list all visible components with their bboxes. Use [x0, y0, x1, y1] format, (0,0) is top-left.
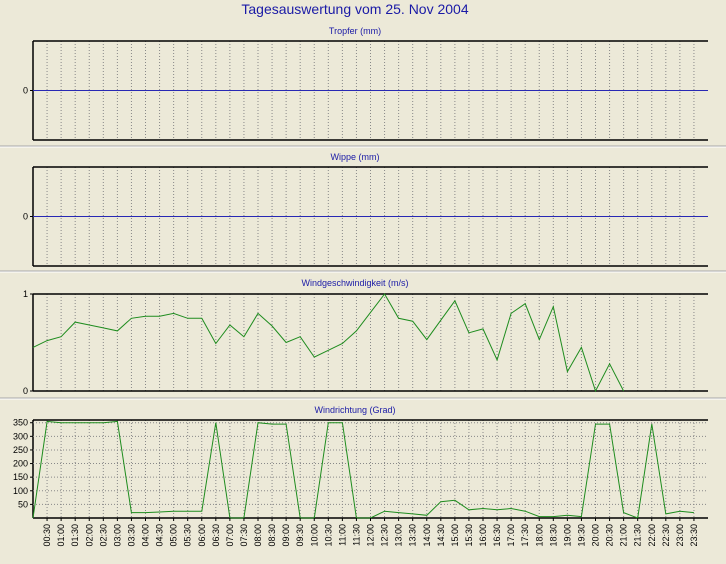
chart-panel-3: Windgeschwindigkeit (m/s) 1 0	[23, 278, 708, 396]
x-tick-label: 22:00	[647, 524, 657, 547]
x-tick-label: 04:30	[155, 524, 165, 547]
x-tick-label: 06:30	[211, 524, 221, 547]
x-tick-label: 03:00	[112, 524, 122, 547]
chart-panel-4: Windrichtung (Grad) 350 300 250 200 150 100 50 0…	[13, 405, 708, 547]
x-tick-label: 11:30	[351, 524, 361, 546]
x-tick-label: 16:30	[492, 524, 502, 547]
x-tick-label: 06:00	[197, 524, 207, 547]
y-tick-label: 1	[23, 289, 28, 299]
x-tick-label: 03:30	[126, 524, 136, 547]
y-tick-label: 200	[13, 459, 28, 469]
x-tick-label: 07:30	[239, 524, 249, 547]
y-tick-label: 150	[13, 472, 28, 482]
x-tick-label: 21:00	[619, 524, 629, 547]
x-tick-label: 20:00	[591, 524, 601, 547]
y-tick-label: 250	[13, 445, 28, 455]
x-tick-label: 05:30	[183, 524, 193, 547]
x-tick-label: 12:00	[366, 524, 376, 547]
x-tick-label: 18:00	[534, 524, 544, 547]
x-tick-label: 19:00	[562, 524, 572, 547]
x-tick-label: 04:00	[141, 524, 151, 547]
x-tick-label: 16:00	[478, 524, 488, 547]
x-tick-label: 17:30	[520, 524, 530, 547]
y-tick-label: 300	[13, 431, 28, 441]
y-tick-label: 100	[13, 486, 28, 496]
x-tick-label: 11:00	[337, 524, 347, 546]
x-tick-label: 19:30	[576, 524, 586, 547]
x-tick-label: 09:00	[281, 524, 291, 547]
x-tick-label: 23:30	[689, 524, 699, 547]
x-tick-label: 08:30	[267, 524, 277, 547]
x-tick-label: 05:00	[169, 524, 179, 547]
x-tick-label: 01:30	[70, 524, 80, 547]
x-tick-label: 18:30	[548, 524, 558, 547]
x-tick-label: 15:00	[450, 524, 460, 547]
y-tick-label: 0	[23, 86, 28, 96]
panel-title: Windgeschwindigkeit (m/s)	[301, 278, 408, 288]
x-tick-label: 12:30	[380, 524, 390, 547]
x-tick-label: 23:00	[675, 524, 685, 547]
x-tick-label: 00:30	[42, 524, 52, 547]
y-tick-label: 50	[18, 499, 28, 509]
x-tick-label: 22:30	[661, 524, 671, 547]
x-tick-label: 07:00	[225, 524, 235, 547]
x-tick-label: 02:00	[84, 524, 94, 547]
panel-title: Wippe (mm)	[331, 152, 380, 162]
y-tick-label: 350	[13, 418, 28, 428]
y-tick-label: 0	[23, 212, 28, 222]
x-tick-label: 15:30	[464, 524, 474, 547]
panel-title: Windrichtung (Grad)	[314, 405, 395, 415]
x-tick-label: 02:30	[98, 524, 108, 547]
x-tick-label: 01:00	[56, 524, 66, 547]
x-tick-label: 09:30	[295, 524, 305, 547]
x-tick-label: 14:00	[422, 524, 432, 547]
panel-title: Tropfer (mm)	[329, 26, 381, 36]
y-tick-label: 0	[23, 386, 28, 396]
x-tick-label: 13:30	[408, 524, 418, 547]
series-line	[32, 293, 625, 393]
x-tick-label: 13:00	[394, 524, 404, 547]
x-tick-label: 10:30	[323, 524, 333, 547]
chart-panel-2: Wippe (mm) 0	[23, 152, 708, 267]
x-tick-label: 10:00	[309, 524, 319, 547]
x-tick-label: 17:00	[506, 524, 516, 547]
series-line	[32, 420, 694, 519]
chart-panel-1: Tropfer (mm) 0	[23, 26, 708, 141]
x-tick-label: 21:30	[633, 524, 643, 547]
page-title: Tagesauswertung vom 25. Nov 2004	[241, 1, 468, 17]
x-tick-label: 14:30	[436, 524, 446, 547]
x-tick-label: 20:30	[605, 524, 615, 547]
x-tick-label: 08:00	[253, 524, 263, 547]
